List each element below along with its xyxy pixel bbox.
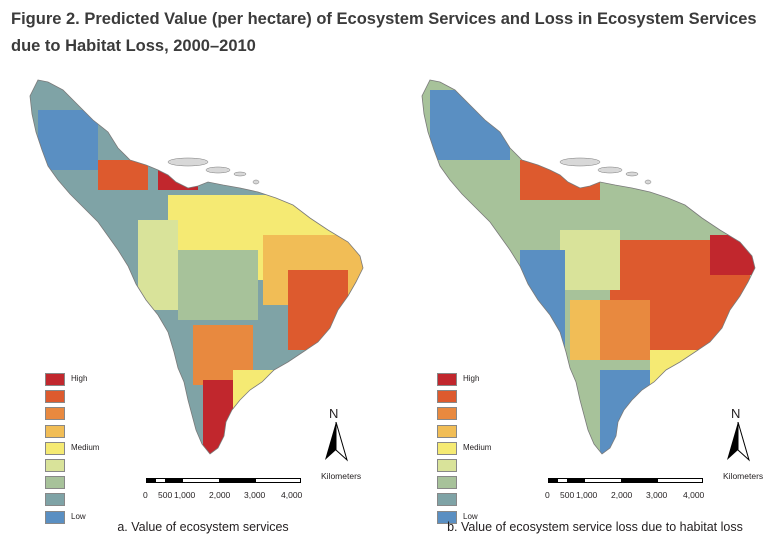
north-arrow: N (723, 406, 753, 462)
panel-a-caption: a. Value of ecosystem services (117, 520, 289, 534)
legend-swatch-3 (437, 407, 457, 421)
scale-tick: 4,000 (281, 490, 303, 500)
scale-bar-graphic (146, 478, 301, 483)
scale-unit-label: Kilometers (723, 471, 764, 481)
legend-swatch-6 (45, 458, 65, 472)
legend-swatch-4 (437, 424, 457, 438)
scale-tick: 1,000 (576, 490, 598, 500)
legend-swatch-8 (45, 493, 65, 507)
scale-tick: 3,000 (646, 490, 668, 500)
scale-tick: 4,000 (683, 490, 705, 500)
legend-swatch-1 (45, 373, 65, 386)
scale-bar-graphic (548, 478, 703, 483)
legend-swatch-3 (45, 407, 65, 421)
legend-swatch-5 (437, 441, 457, 455)
north-arrow-icon (727, 422, 750, 462)
north-arrow: N (321, 406, 351, 462)
legend-label-low: Low (463, 511, 478, 521)
panel-b-caption: b. Value of ecosystem service loss due t… (447, 520, 743, 534)
scale-tick: 500 (158, 490, 173, 500)
legend-swatch-9 (45, 510, 65, 524)
scale-tick: 3,000 (244, 490, 266, 500)
scale-bar: Kilometers 0 500 1,000 2,000 3,000 4,000 (545, 471, 782, 508)
legend-swatch-5 (45, 441, 65, 455)
panel-b: High Medium Low N Kilometers 0 500 1,000… (410, 70, 780, 550)
north-arrow-label: N (731, 406, 741, 421)
map-ecosystem-service-loss (421, 79, 756, 455)
legend-swatch-7 (437, 476, 457, 490)
scale-tick: 0 (143, 490, 148, 500)
legend-label-low: Low (71, 511, 86, 521)
figure-title: Figure 2. Predicted Value (per hectare) … (11, 10, 757, 55)
panel-a: High Medium Low N Kilometers 0 500 1,000… (18, 70, 388, 550)
legend-swatch-2 (437, 390, 457, 404)
scale-tick: 0 (545, 490, 550, 500)
legend-swatch-6 (437, 458, 457, 472)
legend-swatch-7 (45, 476, 65, 490)
scale-unit-label: Kilometers (321, 471, 362, 481)
scale-bar: Kilometers 0 500 1,000 2,000 3,000 4,000 (143, 471, 386, 508)
scale-tick: 2,000 (209, 490, 231, 500)
legend-label-medium: Medium (71, 442, 100, 452)
north-arrow-icon (325, 422, 348, 462)
legend-swatch-4 (45, 424, 65, 438)
legend-swatch-9 (437, 510, 457, 524)
scale-tick: 500 (560, 490, 575, 500)
map-ecosystem-services-value (29, 79, 364, 455)
north-arrow-label: N (329, 406, 339, 421)
legend-swatch-1 (437, 373, 457, 386)
scale-tick: 1,000 (174, 490, 196, 500)
legend-swatch-8 (437, 493, 457, 507)
scale-tick: 2,000 (611, 490, 633, 500)
legend-label-medium: Medium (463, 442, 492, 452)
legend-label-high: High (71, 374, 88, 383)
legend-label-high: High (463, 374, 480, 383)
legend-swatch-2 (45, 390, 65, 404)
